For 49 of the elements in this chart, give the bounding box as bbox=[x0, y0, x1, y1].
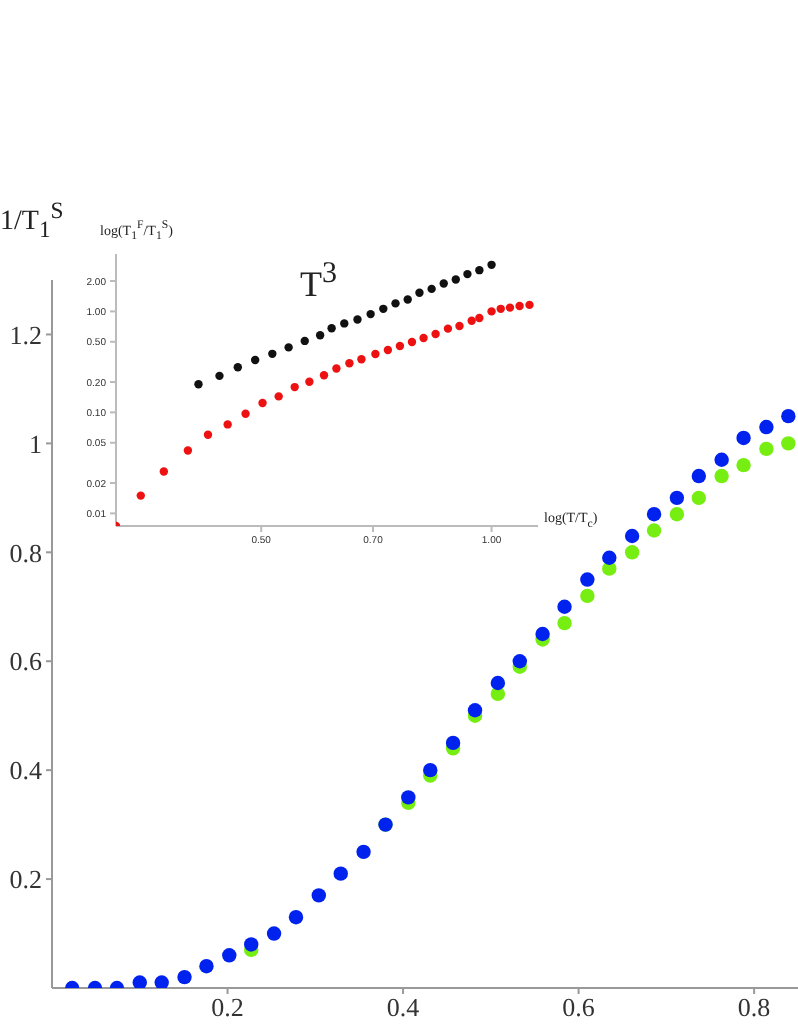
point bbox=[646, 523, 662, 538]
point bbox=[714, 452, 729, 467]
point bbox=[759, 441, 774, 457]
point bbox=[714, 468, 729, 484]
point bbox=[580, 588, 595, 604]
point bbox=[177, 969, 192, 985]
point bbox=[423, 762, 438, 778]
point bbox=[691, 468, 707, 484]
point bbox=[557, 599, 572, 614]
point bbox=[781, 436, 796, 451]
point bbox=[781, 408, 796, 424]
x-tick-label: 0.2 bbox=[211, 992, 244, 1023]
label-text: T$^{3}$ bbox=[300, 260, 337, 302]
point bbox=[512, 654, 527, 669]
y-tick-label: 0.6 bbox=[9, 646, 43, 677]
point bbox=[222, 948, 237, 963]
point bbox=[356, 844, 371, 860]
x-tick-label: 0.4 bbox=[386, 992, 421, 1023]
point bbox=[401, 790, 416, 805]
point bbox=[691, 490, 707, 506]
y-tick-label: 0.4 bbox=[9, 755, 43, 786]
point bbox=[669, 506, 685, 522]
point bbox=[602, 550, 617, 565]
point bbox=[759, 419, 774, 435]
point bbox=[669, 490, 685, 506]
point bbox=[624, 545, 640, 560]
x-tick-label: 0.6 bbox=[562, 992, 596, 1023]
point bbox=[736, 430, 751, 446]
point bbox=[624, 528, 640, 544]
point bbox=[646, 506, 662, 522]
point bbox=[445, 735, 461, 751]
y-tick-label: 1.2 bbox=[9, 319, 42, 350]
point bbox=[311, 888, 326, 903]
point bbox=[467, 703, 483, 718]
point bbox=[154, 975, 169, 988]
point bbox=[557, 615, 572, 631]
point bbox=[199, 959, 214, 974]
point bbox=[580, 572, 595, 587]
point bbox=[736, 457, 751, 473]
y-tick-label: 0.2 bbox=[9, 864, 42, 895]
point bbox=[132, 975, 147, 988]
point bbox=[490, 675, 506, 691]
point bbox=[288, 910, 304, 925]
point bbox=[244, 937, 259, 952]
point bbox=[266, 926, 282, 941]
point bbox=[333, 866, 348, 881]
x-tick-label: 0.8 bbox=[737, 992, 771, 1023]
point bbox=[535, 626, 550, 642]
y-tick-label: 1 bbox=[29, 428, 42, 459]
